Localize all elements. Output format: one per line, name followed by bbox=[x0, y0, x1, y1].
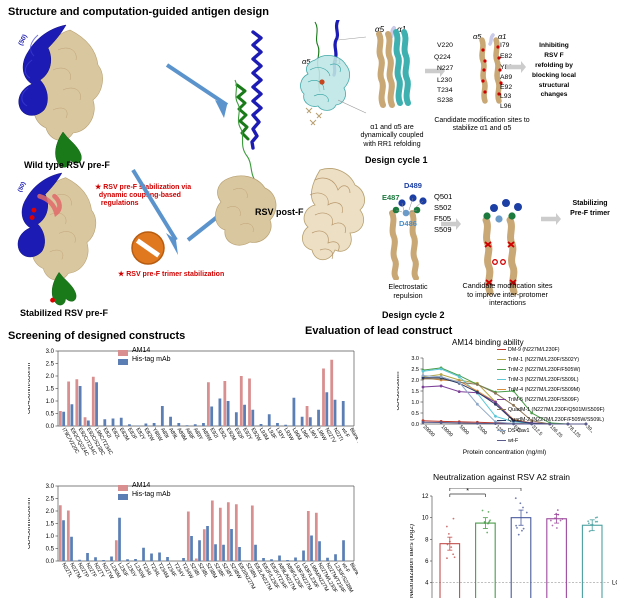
svg-text:2.5: 2.5 bbox=[46, 497, 55, 503]
svg-text:5000: 5000 bbox=[458, 424, 470, 436]
svg-text:0.0: 0.0 bbox=[411, 422, 419, 428]
svg-text:(50): (50) bbox=[17, 33, 28, 46]
svg-text:20000: 20000 bbox=[422, 424, 436, 438]
svg-text:OD450/630nm: OD450/630nm bbox=[397, 371, 401, 410]
svg-text:Blank control: Blank control bbox=[348, 427, 358, 457]
svg-text:12: 12 bbox=[422, 494, 429, 500]
svg-text:1.0: 1.0 bbox=[46, 534, 55, 540]
svg-text:D486: D486 bbox=[399, 219, 417, 228]
svg-text:3.0: 3.0 bbox=[411, 356, 419, 362]
svg-text:2.5: 2.5 bbox=[411, 367, 419, 373]
svg-text:LOD: LOD bbox=[612, 581, 617, 587]
svg-text:Protein concentration (ng/ml): Protein concentration (ng/ml) bbox=[463, 449, 546, 456]
svg-text:0.5: 0.5 bbox=[411, 411, 419, 417]
svg-text:1.5: 1.5 bbox=[411, 389, 419, 395]
svg-text:D489: D489 bbox=[404, 181, 422, 190]
svg-text:1.5: 1.5 bbox=[46, 522, 55, 528]
svg-text:OD450nm/650nm: OD450nm/650nm bbox=[28, 363, 32, 414]
svg-text:3.0: 3.0 bbox=[46, 349, 55, 355]
svg-text:3.0: 3.0 bbox=[46, 484, 55, 490]
svg-text:10: 10 bbox=[422, 516, 429, 522]
svg-text:10000: 10000 bbox=[440, 424, 454, 438]
svg-text:2500: 2500 bbox=[476, 424, 488, 436]
svg-text:0.0: 0.0 bbox=[46, 424, 55, 430]
svg-text:2.0: 2.0 bbox=[46, 509, 55, 515]
svg-text:1.5: 1.5 bbox=[46, 387, 55, 393]
svg-text:0.5: 0.5 bbox=[46, 547, 55, 553]
svg-text:2.0: 2.0 bbox=[411, 378, 419, 384]
svg-text:0.0: 0.0 bbox=[46, 559, 55, 565]
svg-text:*: * bbox=[484, 488, 487, 489]
svg-text:1.0: 1.0 bbox=[411, 400, 419, 406]
svg-text:1.0: 1.0 bbox=[46, 399, 55, 405]
svg-text:OD450nm/650nm: OD450nm/650nm bbox=[28, 498, 32, 549]
svg-text:E487: E487 bbox=[382, 193, 400, 202]
svg-text:Neutralization titers (log2): Neutralization titers (log2) bbox=[410, 524, 415, 598]
svg-text:8: 8 bbox=[425, 537, 429, 543]
svg-text:*: * bbox=[466, 488, 469, 495]
svg-text:2.5: 2.5 bbox=[46, 362, 55, 368]
svg-text:0.5: 0.5 bbox=[46, 412, 55, 418]
svg-text:(50): (50) bbox=[17, 181, 27, 193]
svg-text:α1: α1 bbox=[498, 32, 506, 41]
svg-text:4: 4 bbox=[425, 581, 429, 587]
svg-text:6: 6 bbox=[425, 559, 429, 565]
svg-text:2.0: 2.0 bbox=[46, 374, 55, 380]
